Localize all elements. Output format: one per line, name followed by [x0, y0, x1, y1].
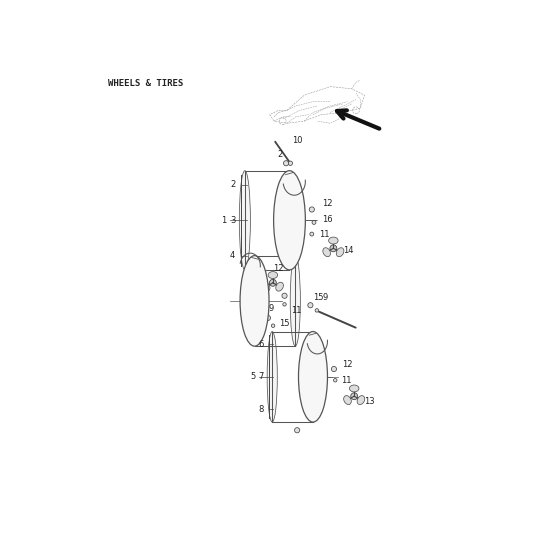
Ellipse shape: [253, 297, 256, 305]
Text: 2: 2: [277, 150, 282, 159]
Ellipse shape: [323, 248, 330, 256]
Ellipse shape: [240, 255, 269, 346]
Ellipse shape: [310, 368, 316, 386]
Text: 8: 8: [258, 405, 264, 414]
Circle shape: [309, 207, 314, 212]
Ellipse shape: [242, 262, 267, 340]
Text: 11: 11: [319, 230, 330, 239]
Ellipse shape: [248, 278, 262, 324]
Ellipse shape: [344, 395, 351, 404]
Text: 3: 3: [230, 216, 235, 225]
Circle shape: [272, 324, 275, 328]
Text: 5: 5: [250, 372, 256, 381]
Circle shape: [315, 309, 319, 312]
Text: 7: 7: [258, 372, 264, 381]
Ellipse shape: [303, 346, 323, 408]
Ellipse shape: [274, 171, 305, 270]
Ellipse shape: [337, 248, 344, 256]
Ellipse shape: [298, 332, 328, 422]
Text: 16: 16: [322, 215, 332, 224]
Circle shape: [295, 428, 300, 433]
Ellipse shape: [357, 395, 365, 404]
Ellipse shape: [284, 203, 295, 237]
Text: WHEELS & TIRES: WHEELS & TIRES: [108, 80, 183, 88]
Ellipse shape: [290, 255, 300, 346]
Ellipse shape: [301, 338, 325, 416]
Text: 10: 10: [292, 136, 303, 145]
Ellipse shape: [276, 178, 303, 263]
Circle shape: [334, 379, 337, 382]
Ellipse shape: [250, 286, 259, 316]
Circle shape: [282, 293, 287, 298]
Ellipse shape: [308, 361, 318, 392]
Ellipse shape: [282, 195, 297, 245]
Text: 9: 9: [322, 293, 327, 302]
Ellipse shape: [329, 237, 338, 244]
Text: 12: 12: [343, 360, 353, 369]
Circle shape: [283, 302, 286, 306]
Ellipse shape: [251, 292, 258, 310]
Text: 11: 11: [341, 376, 352, 385]
Circle shape: [269, 279, 276, 286]
Ellipse shape: [239, 171, 250, 270]
Text: 6: 6: [258, 340, 264, 349]
Circle shape: [332, 366, 337, 372]
Circle shape: [312, 221, 316, 225]
Text: 15: 15: [314, 293, 324, 302]
Ellipse shape: [279, 186, 300, 254]
Ellipse shape: [286, 211, 293, 230]
Circle shape: [308, 302, 313, 308]
Ellipse shape: [262, 282, 270, 291]
Text: 12: 12: [322, 199, 332, 208]
Circle shape: [330, 245, 337, 252]
Ellipse shape: [349, 385, 359, 392]
Circle shape: [351, 393, 358, 400]
Circle shape: [310, 232, 314, 236]
Text: 14: 14: [343, 246, 354, 255]
Ellipse shape: [306, 354, 320, 399]
Ellipse shape: [267, 332, 277, 422]
Circle shape: [265, 315, 270, 320]
Circle shape: [283, 161, 288, 166]
Text: 4: 4: [230, 251, 235, 260]
Text: 9: 9: [269, 304, 274, 313]
Ellipse shape: [288, 216, 291, 225]
Text: 11: 11: [291, 306, 301, 315]
Ellipse shape: [268, 272, 278, 278]
Text: 2: 2: [230, 180, 235, 189]
Circle shape: [288, 161, 292, 165]
Text: 1: 1: [221, 216, 226, 225]
Text: 13: 13: [364, 397, 375, 407]
Ellipse shape: [245, 270, 264, 332]
Ellipse shape: [312, 373, 314, 381]
Text: 12: 12: [273, 264, 283, 273]
Text: 15: 15: [279, 319, 289, 328]
Ellipse shape: [276, 282, 283, 291]
